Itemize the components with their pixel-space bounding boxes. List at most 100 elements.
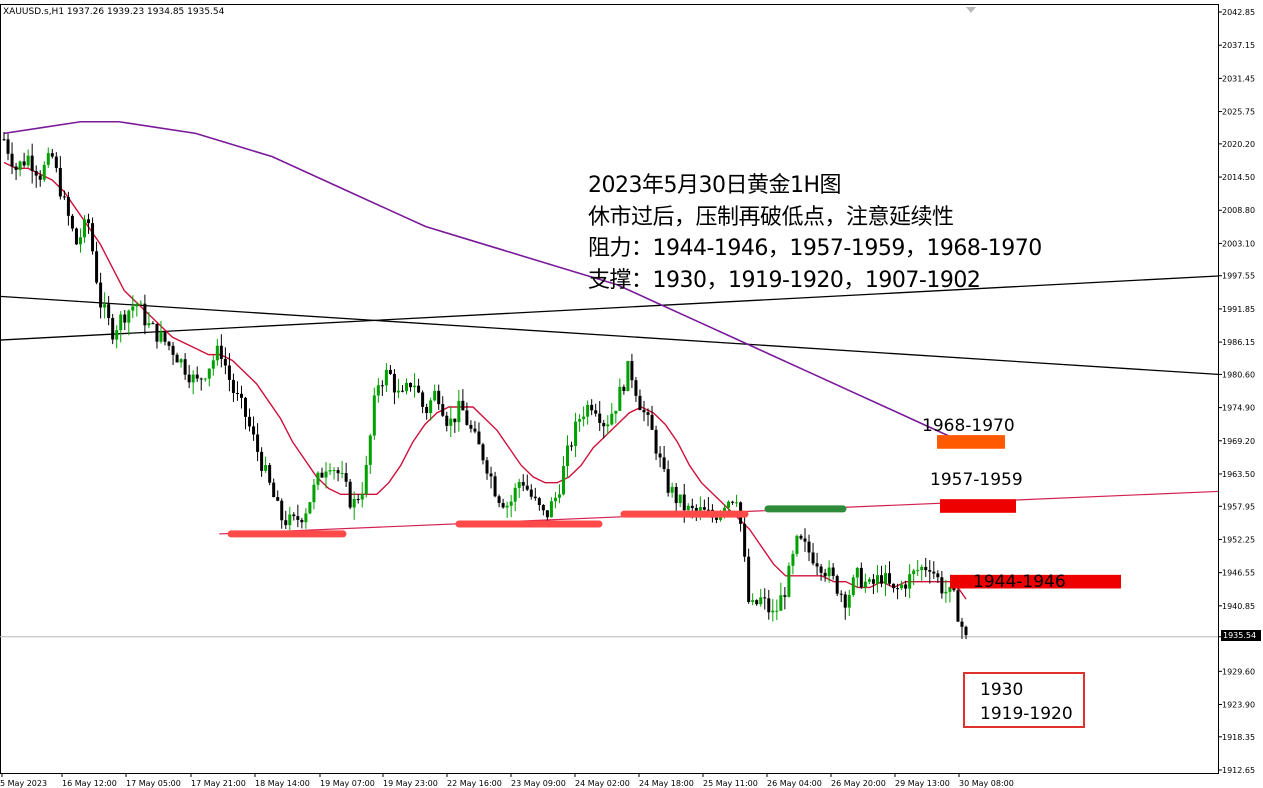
candle-body [10,153,14,167]
candle-body [545,510,549,518]
candle-body [509,501,513,506]
x-tick-label: 23 May 09:00 [511,779,566,788]
candle-body [70,215,74,229]
candle-body [171,345,175,355]
candle-body [433,390,437,401]
x-tick-label: 19 May 23:00 [383,779,438,788]
candle-body [288,514,292,526]
candle-body [485,460,489,474]
candle-body [936,573,940,578]
x-tick-label: 19 May 07:00 [320,779,375,788]
candle-body [352,498,356,508]
resistance-label-1: 1944-1946 [973,572,1066,592]
candle-body [167,341,171,346]
candle-body [445,415,449,426]
x-tick-label: 16 May 12:00 [62,779,117,788]
candle-body [799,535,803,539]
candle-body [388,369,392,374]
y-tick-label: 2020.20 [1222,140,1255,149]
candle-body [948,587,952,592]
note-title: 2023年5月30日黄金1H图 [588,173,842,198]
candle-body [219,345,223,359]
candle-body [904,584,908,589]
candle-body [622,386,626,392]
candle-body [91,223,95,252]
candle-body [30,155,34,172]
candle-body [179,359,183,363]
candle-body [14,166,18,170]
candle-body [272,482,276,498]
candle-body [187,374,191,383]
candle-body [831,567,835,576]
candle-body [429,400,433,413]
y-tick-label: 2042.85 [1222,8,1255,17]
candle-body [276,497,280,501]
candle-body [533,496,537,499]
trendline [0,295,1219,376]
candle-body [807,541,811,553]
y-axis: 2042.85 2037.15 2031.45 2025.75 2020.20 2014.… [0,8,1255,775]
y-tick-label: 1940.85 [1222,602,1255,611]
candle-body [380,385,384,387]
candle-body [678,494,682,504]
candle-body [940,577,944,594]
candle-body [62,196,66,198]
candle-body [465,410,469,425]
candle-body [147,323,151,326]
x-tick-label: 29 May 13:00 [895,779,950,788]
candle-body [892,583,896,589]
candle-body [823,572,827,577]
x-tick-label: 30 May 08:00 [959,779,1014,788]
candles [2,132,968,640]
y-tick-label: 2003.10 [1222,239,1255,248]
candle-body [211,360,215,369]
y-tick-label: 1991.85 [1222,305,1255,314]
candle-body [920,566,924,571]
candle-body [203,378,207,380]
candle-body [650,414,654,430]
candle-body [469,424,473,429]
candle-body [409,382,413,388]
candle-body [815,563,819,567]
candle-body [626,361,630,392]
candle-body [453,418,457,423]
candle-body [638,395,642,410]
candle-body [364,464,368,494]
candle-body [634,380,638,396]
candle-body [280,500,284,521]
trendlines [0,275,1219,535]
analysis-note: 2023年5月30日黄金1H图 休市过后，压制再破低点，注意延续性 阻力：194… [588,170,1042,296]
candle-body [119,314,123,331]
y-tick-label: 1923.90 [1222,701,1255,710]
y-tick-label: 1980.60 [1222,370,1255,379]
candle-body [244,397,248,417]
candle-body [590,404,594,411]
candle-body [541,504,545,511]
candle-body [743,523,747,557]
y-tick-label: 2037.15 [1222,41,1255,50]
candle-body [662,457,666,470]
chart-shift-icon[interactable] [966,7,976,13]
resistance-zone [950,574,1121,589]
candle-body [34,171,38,176]
candle-body [155,323,159,342]
candle-body [284,520,288,526]
candle-body [360,493,364,500]
candle-body [871,579,875,584]
candle-body [473,428,477,432]
candle-body [618,386,622,411]
candle-body [666,469,670,493]
candle-body [763,597,767,599]
candle-body [578,419,582,422]
candle-body [674,487,678,504]
candle-body [252,426,256,435]
candle-body [751,600,755,602]
candle-body [296,516,300,520]
candle-body [513,487,517,502]
candle-body [111,318,115,340]
resistance-zone [937,435,1005,449]
candle-body [727,501,731,508]
support-label-2: 1919-1920 [980,704,1073,724]
candle-body [932,571,936,574]
